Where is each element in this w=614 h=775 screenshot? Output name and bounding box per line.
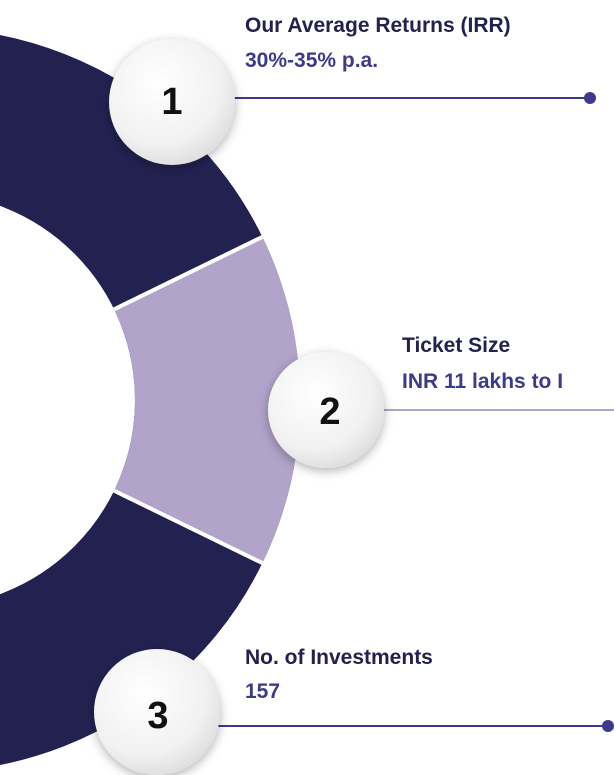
item-number: 1 (161, 81, 182, 123)
connector-dot (602, 720, 614, 732)
item-number: 3 (147, 695, 168, 737)
donut-segment (114, 236, 301, 564)
number-bubble (268, 352, 384, 468)
item-value: INR 11 lakhs to I (402, 370, 563, 393)
segment-divider (113, 488, 264, 565)
connector-dot (584, 92, 596, 104)
item-number: 2 (319, 391, 340, 433)
number-bubble (94, 649, 220, 775)
item-value: 157 (245, 680, 280, 703)
item-title: Ticket Size (402, 334, 510, 357)
segment-divider (113, 235, 264, 312)
item-value: 30%-35% p.a. (245, 49, 378, 72)
item-title: Our Average Returns (IRR) (245, 14, 511, 37)
number-bubble (109, 39, 235, 165)
item-title: No. of Investments (245, 646, 433, 669)
